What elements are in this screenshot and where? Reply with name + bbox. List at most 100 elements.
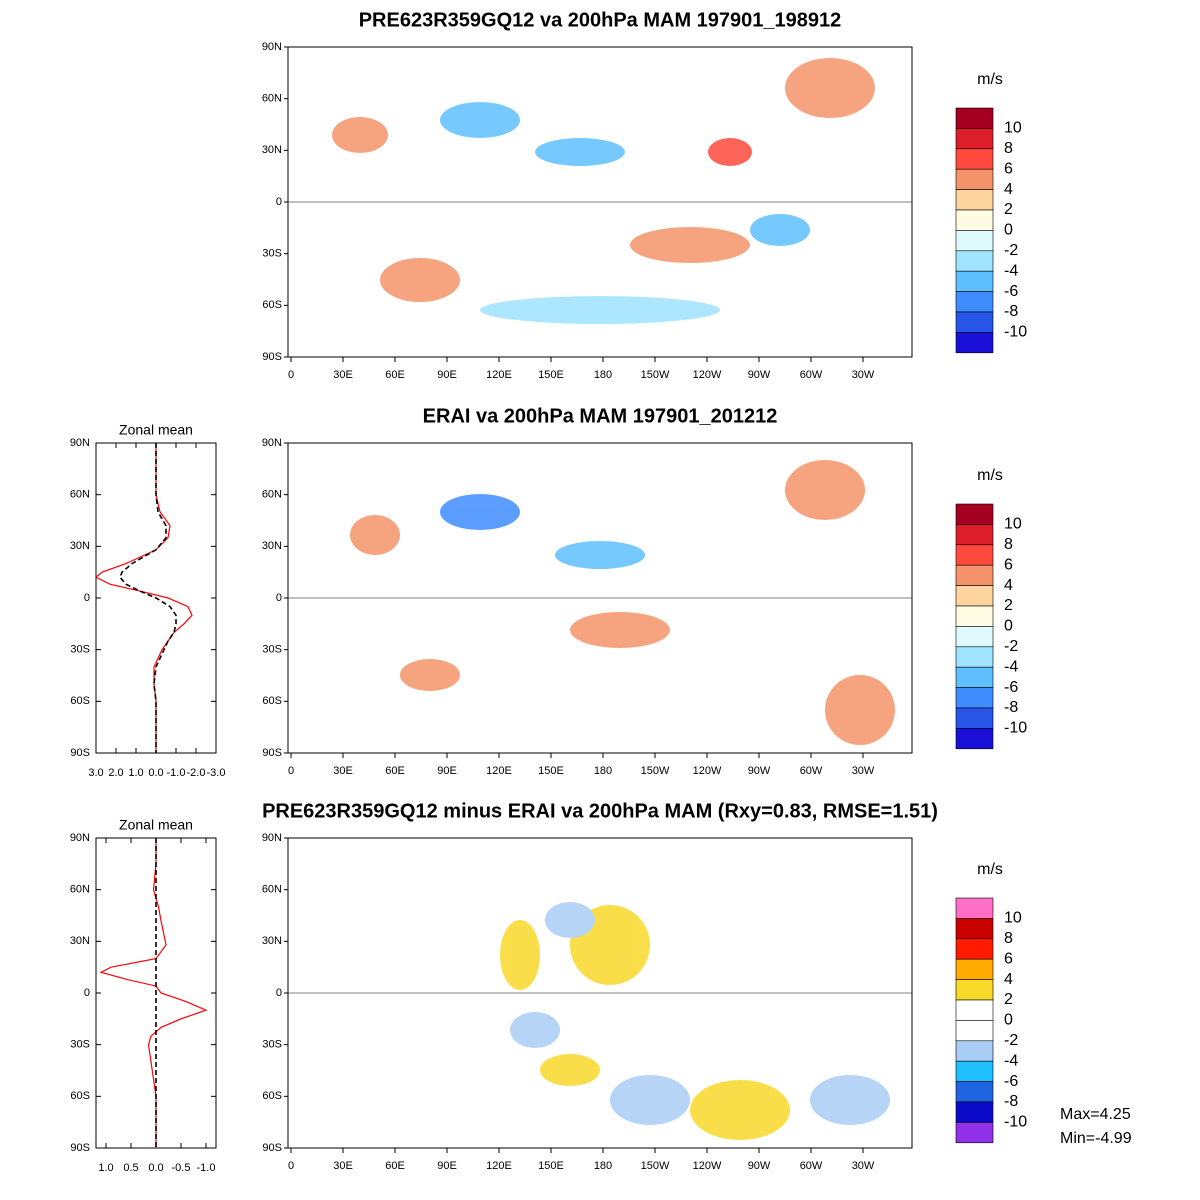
lon-label: 120E [486, 369, 512, 381]
lon-label: 90W [748, 369, 771, 381]
map-title: PRE623R359GQ12 va 200hPa MAM 197901_1989… [359, 9, 842, 31]
colorbar-label: -4 [1004, 262, 1018, 279]
zonal-line [119, 443, 177, 753]
colorbar-label: -10 [1004, 1114, 1027, 1131]
colorbar-label: 10 [1004, 516, 1022, 533]
lon-label: 60E [385, 765, 405, 777]
colorbar-box [955, 958, 994, 980]
lon-label: 0 [288, 1160, 294, 1172]
colorbar-box [955, 107, 994, 129]
lon-label: 30E [333, 369, 353, 381]
colorbar-box [955, 918, 994, 940]
colorbar-box [955, 1122, 994, 1144]
y-tick-label: 60N [70, 884, 90, 896]
lat-label: 60S [262, 299, 282, 311]
lat-label: 30S [262, 1039, 282, 1051]
colorbar-box [955, 585, 994, 607]
colorbar-label: 4 [1004, 181, 1013, 198]
lon-label: 90W [748, 765, 771, 777]
colorbar-label: -6 [1004, 283, 1018, 300]
colorbar-box [955, 605, 994, 627]
colorbar-box [955, 1060, 994, 1082]
lon-label: 180 [594, 369, 612, 381]
lat-label: 60S [262, 1090, 282, 1102]
x-tick-label: -2.0 [187, 767, 206, 779]
y-tick-label: 30S [70, 1039, 90, 1051]
colorbar-box [955, 897, 994, 919]
colorbar-label: 6 [1004, 160, 1013, 177]
colorbar-unit: m/s [977, 71, 1003, 88]
x-tick-label: -3.0 [207, 767, 226, 779]
colorbar-box [955, 646, 994, 668]
colorbar-label: -4 [1004, 1052, 1018, 1069]
lat-label: 90S [262, 747, 282, 759]
lon-label: 180 [594, 1160, 612, 1172]
colorbar-box [955, 728, 994, 750]
lon-label: 60W [800, 765, 823, 777]
lat-label: 90S [262, 1142, 282, 1154]
colorbar-label: 0 [1004, 222, 1013, 239]
colorbar-label: -10 [1004, 720, 1027, 737]
colorbar-label: 0 [1004, 1012, 1013, 1029]
colorbar-box [955, 999, 994, 1021]
colorbar-box [955, 291, 994, 313]
lat-label: 30S [262, 248, 282, 260]
colorbar-label: 8 [1004, 140, 1013, 157]
x-tick-label: -1.0 [197, 1162, 216, 1174]
x-tick-label: 1.0 [98, 1162, 113, 1174]
colorbar-box [955, 1081, 994, 1103]
colorbar-box [955, 524, 994, 546]
lat-label: 30N [262, 144, 282, 156]
colorbar-label: 0 [1004, 618, 1013, 635]
x-tick-label: -0.5 [172, 1162, 191, 1174]
map-title: ERAI va 200hPa MAM 197901_201212 [423, 405, 778, 427]
y-tick-label: 60S [70, 695, 90, 707]
x-tick-label: 0.0 [148, 1162, 163, 1174]
colorbar-label: 6 [1004, 950, 1013, 967]
colorbar-label: 2 [1004, 991, 1013, 1008]
colorbar-label: 6 [1004, 556, 1013, 573]
colorbar-box [955, 544, 994, 566]
colorbar-label: 10 [1004, 910, 1022, 927]
y-tick-label: 0 [84, 592, 90, 604]
colorbar-box [955, 209, 994, 231]
lon-label: 0 [288, 765, 294, 777]
colorbar-label: 4 [1004, 577, 1013, 594]
lon-label: 150E [538, 765, 564, 777]
lat-label: 90N [262, 832, 282, 844]
colorbar-label: -8 [1004, 1093, 1018, 1110]
colorbar-box [955, 626, 994, 648]
lat-label: 90N [262, 41, 282, 53]
colorbar-box [955, 707, 994, 729]
lat-label: 90S [262, 351, 282, 363]
lat-label: 60N [262, 93, 282, 105]
lat-label: 60N [262, 884, 282, 896]
y-tick-label: 90N [70, 437, 90, 449]
colorbar-label: 2 [1004, 201, 1013, 218]
stat-min: Min=-4.99 [1060, 1130, 1132, 1147]
lon-label: 30W [852, 765, 875, 777]
lon-label: 120E [486, 765, 512, 777]
x-tick-label: 2.0 [108, 767, 123, 779]
lon-label: 120W [693, 369, 722, 381]
colorbar-box [955, 189, 994, 211]
colorbar-box [955, 938, 994, 960]
lat-label: 30S [262, 644, 282, 656]
zonal-title: Zonal mean [119, 817, 193, 833]
colorbar-box [955, 666, 994, 688]
lat-label: 0 [276, 987, 282, 999]
map-title: PRE623R359GQ12 minus ERAI va 200hPa MAM … [262, 800, 938, 822]
colorbar-label: 4 [1004, 971, 1013, 988]
lon-label: 60W [800, 1160, 823, 1172]
colorbar-label: -4 [1004, 658, 1018, 675]
lat-label: 60N [262, 489, 282, 501]
colorbar-label: -6 [1004, 679, 1018, 696]
lon-label: 30E [333, 765, 353, 777]
lon-label: 90E [437, 369, 457, 381]
x-tick-label: 1.0 [128, 767, 143, 779]
lon-label: 180 [594, 765, 612, 777]
colorbar-label: 2 [1004, 597, 1013, 614]
colorbar-label: -6 [1004, 1073, 1018, 1090]
colorbar-box [955, 250, 994, 272]
